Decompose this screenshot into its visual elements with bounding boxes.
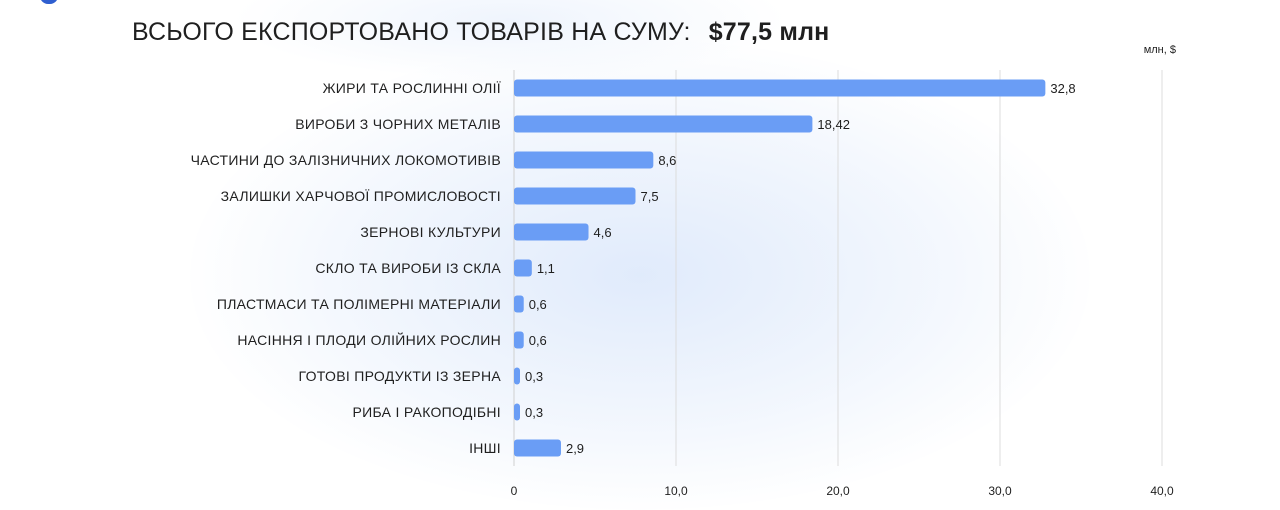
category-label: ГОТОВІ ПРОДУКТИ ІЗ ЗЕРНА: [299, 368, 502, 384]
category-label: ВИРОБИ З ЧОРНИХ МЕТАЛІВ: [295, 116, 501, 132]
x-tick-label: 10,0: [664, 484, 688, 498]
unit-label: млн, $: [1143, 44, 1176, 56]
bar: [514, 367, 520, 385]
bar: [514, 79, 1046, 97]
bar: [514, 331, 524, 349]
bar: [514, 295, 524, 313]
data-label: 7,5: [641, 189, 659, 204]
x-tick-label: 0: [511, 484, 518, 498]
bar: [514, 187, 636, 205]
data-label: 4,6: [594, 225, 612, 240]
data-label: 32,8: [1050, 81, 1075, 96]
bar: [514, 223, 589, 241]
data-label: 1,1: [537, 261, 555, 276]
bar: [514, 439, 561, 457]
x-tick-label: 30,0: [988, 484, 1012, 498]
category-label: ЖИРИ ТА РОСЛИННІ ОЛІЇ: [323, 80, 501, 96]
data-label: 2,9: [566, 441, 584, 456]
data-label: 0,6: [529, 333, 547, 348]
logo-fragment: [40, 0, 58, 4]
category-label: ЗАЛИШКИ ХАРЧОВОЇ ПРОМИСЛОВОСТІ: [221, 188, 501, 204]
x-tick-label: 20,0: [826, 484, 850, 498]
bar: [514, 151, 654, 169]
category-label: РИБА І РАКОПОДІБНІ: [352, 404, 501, 420]
category-label: ПЛАСТМАСИ ТА ПОЛІМЕРНІ МАТЕРІАЛИ: [217, 296, 501, 312]
category-label: ІНШІ: [469, 440, 501, 456]
category-label: НАСІННЯ І ПЛОДИ ОЛІЙНИХ РОСЛИН: [237, 331, 501, 348]
data-label: 8,6: [658, 153, 676, 168]
bar: [514, 259, 532, 277]
data-label: 0,6: [529, 297, 547, 312]
bar: [514, 403, 520, 421]
category-label: СКЛО ТА ВИРОБИ ІЗ СКЛА: [315, 260, 501, 276]
title-total: $77,5 млн: [708, 17, 830, 46]
chart-title: ВСЬОГО ЕКСПОРТОВАНО ТОВАРІВ НА СУМУ: $77…: [132, 14, 830, 50]
category-label: ЗЕРНОВІ КУЛЬТУРИ: [360, 224, 501, 240]
x-tick-label: 40,0: [1150, 484, 1174, 498]
data-label: 0,3: [525, 369, 543, 384]
data-label: 18,42: [817, 117, 850, 132]
category-label: ЧАСТИНИ ДО ЗАЛІЗНИЧНИХ ЛОКОМОТИВІВ: [191, 152, 501, 168]
bar: [514, 115, 813, 133]
data-label: 0,3: [525, 405, 543, 420]
title-label: ВСЬОГО ЕКСПОРТОВАНО ТОВАРІВ НА СУМУ:: [132, 17, 691, 46]
